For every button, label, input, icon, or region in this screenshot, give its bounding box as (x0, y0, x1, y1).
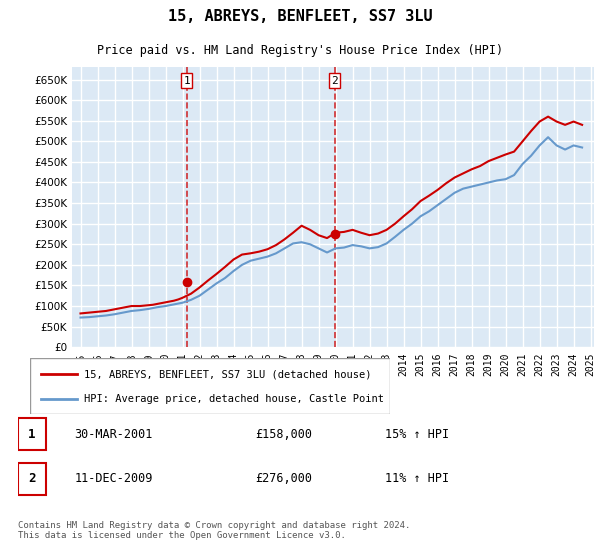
Text: 11-DEC-2009: 11-DEC-2009 (74, 473, 153, 486)
Text: 1: 1 (28, 428, 36, 441)
Text: 11% ↑ HPI: 11% ↑ HPI (385, 473, 449, 486)
Text: 2: 2 (331, 76, 338, 86)
FancyBboxPatch shape (18, 463, 46, 495)
Text: HPI: Average price, detached house, Castle Point: HPI: Average price, detached house, Cast… (84, 394, 384, 404)
Text: 15, ABREYS, BENFLEET, SS7 3LU: 15, ABREYS, BENFLEET, SS7 3LU (167, 10, 433, 24)
Text: 2: 2 (28, 473, 36, 486)
Text: £276,000: £276,000 (255, 473, 312, 486)
Text: 15% ↑ HPI: 15% ↑ HPI (385, 428, 449, 441)
Text: £158,000: £158,000 (255, 428, 312, 441)
FancyBboxPatch shape (18, 418, 46, 450)
Text: 30-MAR-2001: 30-MAR-2001 (74, 428, 153, 441)
Text: Contains HM Land Registry data © Crown copyright and database right 2024.
This d: Contains HM Land Registry data © Crown c… (18, 521, 410, 540)
Text: 15, ABREYS, BENFLEET, SS7 3LU (detached house): 15, ABREYS, BENFLEET, SS7 3LU (detached … (84, 369, 371, 379)
Text: Price paid vs. HM Land Registry's House Price Index (HPI): Price paid vs. HM Land Registry's House … (97, 44, 503, 57)
Text: 1: 1 (183, 76, 190, 86)
